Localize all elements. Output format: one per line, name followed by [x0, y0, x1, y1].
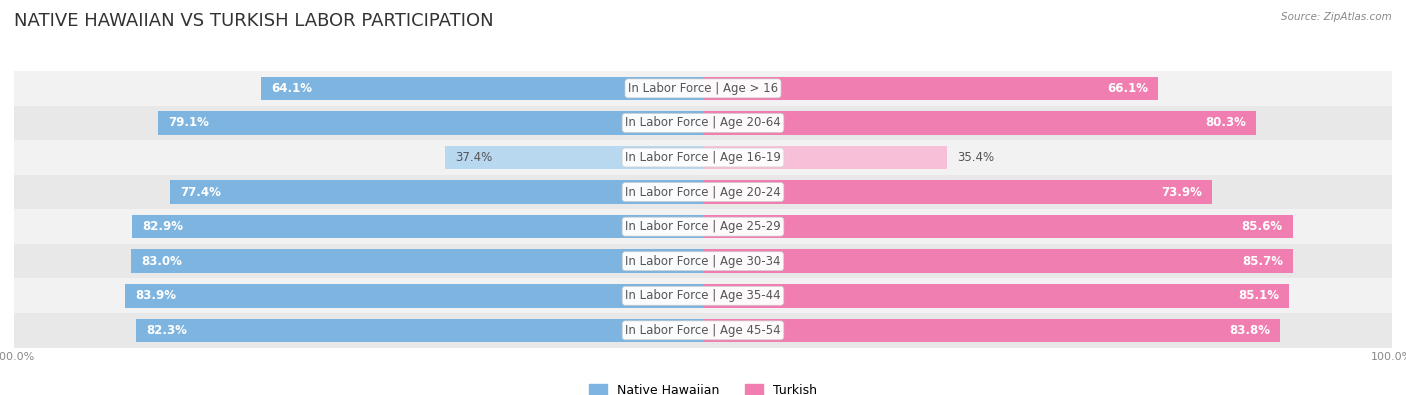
Text: 85.7%: 85.7%: [1241, 255, 1284, 268]
Bar: [703, 318, 1281, 342]
Bar: [14, 140, 1392, 175]
Bar: [125, 284, 703, 307]
Text: 77.4%: 77.4%: [180, 186, 221, 199]
Bar: [703, 250, 1294, 273]
Text: In Labor Force | Age > 16: In Labor Force | Age > 16: [628, 82, 778, 95]
Bar: [703, 284, 1289, 307]
Text: In Labor Force | Age 30-34: In Labor Force | Age 30-34: [626, 255, 780, 268]
Text: In Labor Force | Age 20-24: In Labor Force | Age 20-24: [626, 186, 780, 199]
Text: NATIVE HAWAIIAN VS TURKISH LABOR PARTICIPATION: NATIVE HAWAIIAN VS TURKISH LABOR PARTICI…: [14, 12, 494, 30]
Bar: [703, 215, 1292, 238]
Text: In Labor Force | Age 35-44: In Labor Force | Age 35-44: [626, 289, 780, 302]
Text: 80.3%: 80.3%: [1205, 117, 1246, 130]
Text: 83.0%: 83.0%: [142, 255, 183, 268]
Text: In Labor Force | Age 45-54: In Labor Force | Age 45-54: [626, 324, 780, 337]
Text: 37.4%: 37.4%: [456, 151, 494, 164]
Text: 83.9%: 83.9%: [135, 289, 176, 302]
Text: Source: ZipAtlas.com: Source: ZipAtlas.com: [1281, 12, 1392, 22]
Bar: [446, 146, 703, 169]
Bar: [14, 209, 1392, 244]
Bar: [14, 71, 1392, 106]
Text: 83.8%: 83.8%: [1229, 324, 1270, 337]
Text: 79.1%: 79.1%: [169, 117, 209, 130]
Text: 82.3%: 82.3%: [146, 324, 187, 337]
Bar: [131, 250, 703, 273]
Text: 35.4%: 35.4%: [957, 151, 994, 164]
Bar: [14, 106, 1392, 140]
Text: 82.9%: 82.9%: [142, 220, 183, 233]
Text: 85.1%: 85.1%: [1237, 289, 1279, 302]
Text: In Labor Force | Age 16-19: In Labor Force | Age 16-19: [626, 151, 780, 164]
Bar: [157, 111, 703, 135]
Bar: [14, 175, 1392, 209]
Bar: [14, 313, 1392, 348]
Bar: [703, 77, 1159, 100]
Text: 64.1%: 64.1%: [271, 82, 312, 95]
Legend: Native Hawaiian, Turkish: Native Hawaiian, Turkish: [583, 379, 823, 395]
Bar: [170, 180, 703, 204]
Text: 66.1%: 66.1%: [1107, 82, 1149, 95]
Bar: [14, 244, 1392, 278]
Text: 85.6%: 85.6%: [1241, 220, 1282, 233]
Text: 73.9%: 73.9%: [1161, 186, 1202, 199]
Bar: [703, 180, 1212, 204]
Bar: [262, 77, 703, 100]
Bar: [132, 215, 703, 238]
Bar: [14, 278, 1392, 313]
Text: In Labor Force | Age 25-29: In Labor Force | Age 25-29: [626, 220, 780, 233]
Bar: [703, 111, 1256, 135]
Bar: [136, 318, 703, 342]
Bar: [703, 146, 946, 169]
Text: In Labor Force | Age 20-64: In Labor Force | Age 20-64: [626, 117, 780, 130]
